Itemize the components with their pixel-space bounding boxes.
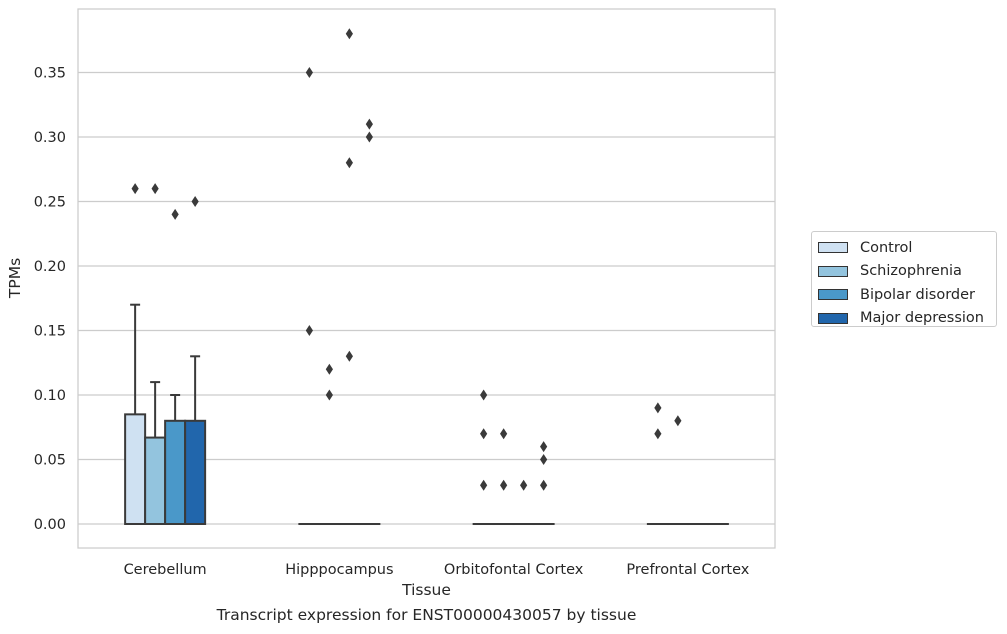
bar-0-1: [144, 436, 167, 526]
y-tick-label-4: 0.20: [34, 259, 66, 275]
outlier-0-1-0: [151, 183, 159, 195]
legend: Control Schizophrenia Bipolar disorder Majo…: [811, 231, 997, 327]
outlier-1-1-0: [325, 363, 333, 375]
outlier-2-3-2: [540, 479, 548, 491]
legend-label: Schizophrenia: [860, 263, 962, 280]
legend-swatch: [818, 312, 848, 324]
outliers: [131, 28, 682, 491]
outlier-2-3-1: [540, 454, 548, 465]
outlier-2-3-0: [540, 441, 548, 453]
legend-swatch: [818, 265, 848, 277]
y-tick-label-6: 0.30: [34, 130, 66, 146]
bars: [124, 413, 729, 526]
y-tick-label-7: 0.35: [34, 66, 66, 82]
outlier-0-3-0: [191, 196, 199, 207]
outlier-1-0-1: [305, 325, 313, 336]
x-tick-label-0: Cerebellum: [124, 562, 207, 578]
outlier-2-1-1: [500, 479, 508, 491]
outlier-2-2-0: [520, 479, 528, 491]
outlier-1-2-0: [345, 28, 353, 40]
x-axis-label: Tissue: [401, 581, 451, 599]
x-tick-label-2: Orbitofontal Cortex: [444, 562, 584, 578]
bar-0-0: [124, 413, 147, 526]
outlier-3-0-1: [654, 428, 662, 440]
legend-label: Control: [860, 239, 913, 256]
legend-item-1: Schizophrenia: [818, 260, 996, 284]
legend-swatch: [818, 289, 848, 301]
outlier-1-3-1: [365, 131, 373, 143]
outlier-2-0-1: [480, 428, 488, 440]
outlier-2-0-2: [480, 479, 488, 491]
legend-item-0: Control: [818, 236, 996, 260]
x-tick-label-3: Prefrontal Cortex: [626, 562, 749, 578]
outlier-3-1-0: [674, 415, 682, 427]
bar-0-2: [164, 419, 187, 525]
error-bars: [130, 303, 201, 438]
outlier-1-1-1: [325, 389, 333, 401]
bar-0-3: [184, 419, 207, 525]
y-tick-label-5: 0.25: [34, 195, 66, 211]
legend-item-3: Major depression: [818, 307, 996, 331]
y-axis-label: TPMs: [6, 258, 24, 299]
legend-label: Bipolar disorder: [860, 286, 975, 303]
outlier-1-2-2: [345, 350, 353, 362]
outlier-2-1-0: [500, 428, 508, 440]
y-tick-label-0: 0.00: [34, 517, 66, 533]
legend-label: Major depression: [860, 310, 984, 327]
outlier-3-0-0: [654, 402, 662, 414]
outlier-0-2-0: [171, 208, 179, 220]
outlier-2-0-0: [480, 389, 488, 401]
x-tick-labels: Cerebellum Hipppocampus Orbitofontal Corte…: [124, 562, 750, 578]
x-tick-label-1: Hipppocampus: [285, 562, 393, 578]
y-tick-labels: 0.00 0.05 0.10 0.15 0.20 0.25 0.30 0.35: [34, 66, 66, 534]
legend-swatch: [818, 242, 848, 254]
y-tick-label-1: 0.05: [34, 453, 66, 469]
legend-item-2: Bipolar disorder: [818, 283, 996, 307]
outlier-1-2-1: [345, 157, 353, 169]
y-tick-label-2: 0.10: [34, 388, 66, 404]
outlier-0-0-0: [131, 183, 139, 195]
chart-caption: Transcript expression for ENST0000043005…: [216, 606, 637, 624]
y-tick-label-3: 0.15: [34, 324, 66, 340]
outlier-1-0-0: [305, 67, 313, 78]
outlier-1-3-0: [365, 118, 373, 130]
